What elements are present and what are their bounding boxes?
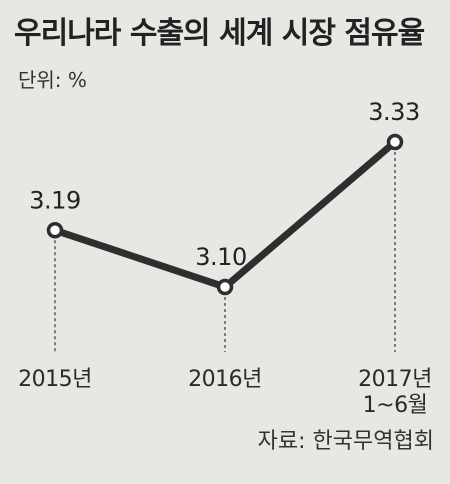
category-label-3-line-1: 2017년 xyxy=(358,367,432,392)
data-label-3: 3.33 xyxy=(368,98,419,126)
chart-title: 우리나라 수출의 세계 시장 점유율 xyxy=(14,16,425,51)
category-label-2: 2016년 xyxy=(188,367,262,392)
data-label-2: 3.10 xyxy=(195,243,246,271)
category-label-3-line-2: 1~6월 xyxy=(363,393,428,418)
data-label-1: 3.19 xyxy=(29,186,80,214)
source-label: 자료: 한국무역협회 xyxy=(257,429,434,454)
data-point-3 xyxy=(386,133,404,151)
data-point-2 xyxy=(216,278,234,296)
unit-label: 단위: % xyxy=(18,68,87,92)
category-label-1: 2015년 xyxy=(18,367,92,392)
data-point-1 xyxy=(46,222,64,239)
